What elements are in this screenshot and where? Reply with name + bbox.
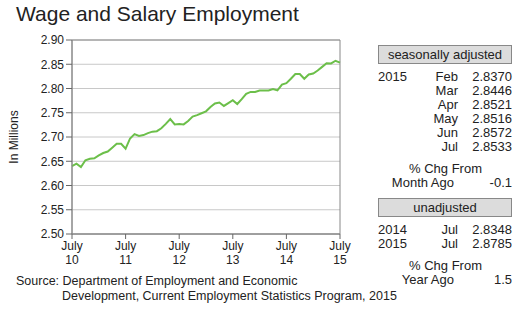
html-text:Mar: Mar xyxy=(435,83,458,98)
svg-text:July11: July11 xyxy=(115,239,136,267)
html-text:Development, Current Employmen: Development, Current Employment Statisti… xyxy=(62,289,397,303)
html-text:2.8370: 2.8370 xyxy=(472,69,512,84)
svg-text:2.50: 2.50 xyxy=(41,227,65,241)
html-text:2.8348: 2.8348 xyxy=(472,222,512,237)
html-text:Jul: Jul xyxy=(441,236,458,251)
svg-text:July12: July12 xyxy=(169,239,190,267)
html-text:% Chg From: % Chg From xyxy=(409,258,482,273)
html-text:2.8521: 2.8521 xyxy=(472,97,512,112)
svg-text:July10: July10 xyxy=(61,239,82,267)
html-text:Jul: Jul xyxy=(441,139,458,154)
html-text:2014: 2014 xyxy=(378,222,407,237)
html-text:Year Ago: Year Ago xyxy=(401,272,454,287)
html-text:Feb: Feb xyxy=(435,69,458,84)
svg-text:2.65: 2.65 xyxy=(41,155,65,169)
svg-text:2.80: 2.80 xyxy=(41,82,65,96)
svg-text:2.70: 2.70 xyxy=(41,130,65,144)
html-text:Source: Department of Employme: Source: Department of Employment and Eco… xyxy=(16,274,298,288)
html-text:Jun: Jun xyxy=(437,125,458,140)
html-text:May: May xyxy=(433,111,458,126)
svg-text:July14: July14 xyxy=(276,239,297,267)
html-text:Jul: Jul xyxy=(441,222,458,237)
html-text:Wage and Salary Employment: Wage and Salary Employment xyxy=(16,2,299,25)
svg-text:July15: July15 xyxy=(329,239,350,267)
svg-text:July13: July13 xyxy=(222,239,243,267)
svg-text:2.85: 2.85 xyxy=(41,58,65,72)
svg-text:2.60: 2.60 xyxy=(41,179,65,193)
svg-text:2.55: 2.55 xyxy=(41,203,65,217)
html-text:1.5: 1.5 xyxy=(493,272,512,287)
html-text:2.8533: 2.8533 xyxy=(472,139,512,154)
html-text:Month Ago: Month Ago xyxy=(391,175,454,190)
html-text:2015: 2015 xyxy=(378,236,407,251)
html-text:Apr: Apr xyxy=(437,97,458,112)
svg-text:In Millions: In Millions xyxy=(8,110,21,163)
svg-text:2.75: 2.75 xyxy=(41,106,65,120)
html-text:2.8446: 2.8446 xyxy=(472,83,512,98)
html-text:2.8785: 2.8785 xyxy=(472,236,512,251)
html-text:2.8516: 2.8516 xyxy=(472,111,512,126)
html-text:seasonally adjusted: seasonally adjusted xyxy=(387,47,503,62)
html-text:-0.1: -0.1 xyxy=(489,175,512,190)
html-text:% Chg From: % Chg From xyxy=(409,161,482,176)
html-text:2015: 2015 xyxy=(378,69,407,84)
html-text:2.8572: 2.8572 xyxy=(472,125,512,140)
svg-text:2.90: 2.90 xyxy=(41,33,65,47)
html-text:unadjusted: unadjusted xyxy=(413,200,477,215)
